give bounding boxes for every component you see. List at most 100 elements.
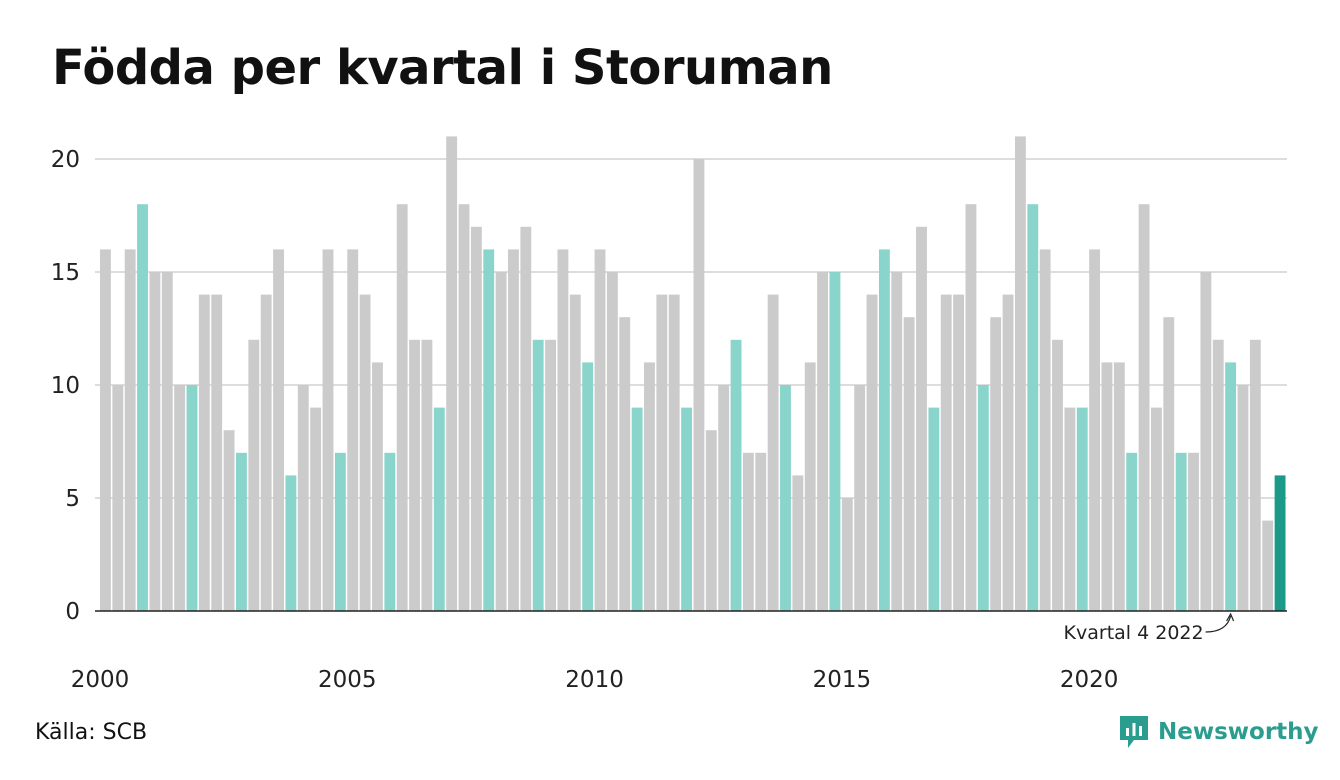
bar (619, 317, 631, 611)
annotation-label: Kvartal 4 2022 (1064, 622, 1204, 644)
annotation: Kvartal 4 2022 (1064, 612, 1235, 644)
bar (693, 159, 705, 611)
bar (557, 249, 569, 611)
bar (718, 385, 730, 611)
bar (841, 498, 853, 611)
bar (866, 294, 878, 611)
bar (1225, 362, 1237, 611)
bar (446, 136, 458, 611)
bar (1237, 385, 1249, 611)
bar (124, 249, 136, 611)
bar (965, 204, 977, 611)
bar (594, 249, 606, 611)
y-tick-label: 10 (51, 373, 80, 399)
bar (1249, 339, 1261, 611)
bar (359, 294, 371, 611)
bar (508, 249, 519, 611)
brand-name: Newsworthy (1158, 719, 1319, 745)
bar (384, 452, 396, 611)
bar (532, 339, 544, 611)
bar (1274, 475, 1286, 611)
bar (545, 339, 556, 611)
annotation-arrowhead (1226, 612, 1235, 622)
chart-title: Födda per kvartal i Storuman (52, 40, 833, 96)
y-tick-label: 20 (51, 147, 80, 173)
bar (100, 249, 111, 611)
bar (174, 385, 186, 611)
bar (990, 317, 1002, 611)
bar (903, 317, 915, 611)
bar (137, 204, 148, 611)
bar (1113, 362, 1125, 611)
bar (780, 385, 791, 611)
bar (705, 430, 717, 611)
bar (409, 339, 420, 611)
bar (817, 272, 829, 611)
bar (1262, 520, 1274, 611)
bar (804, 362, 816, 611)
bar (433, 407, 445, 611)
bar (977, 385, 989, 611)
bar (248, 339, 260, 611)
bar (1089, 249, 1101, 611)
bar (483, 249, 495, 611)
y-axis-ticks: 0 5 10 15 20 (51, 147, 80, 625)
bar (1076, 407, 1088, 611)
bar (1126, 452, 1138, 611)
bar (742, 452, 754, 611)
bar (1101, 362, 1113, 611)
bar (569, 294, 581, 611)
bar (186, 385, 198, 611)
bar (273, 249, 284, 611)
bar (161, 272, 173, 611)
bar (1200, 272, 1212, 611)
bar (310, 407, 322, 611)
bar (1039, 249, 1051, 611)
bar (1138, 204, 1150, 611)
bar (149, 272, 161, 611)
bar (916, 226, 927, 612)
bar (668, 294, 680, 611)
bar (730, 339, 742, 611)
bar (458, 204, 470, 611)
bar (928, 407, 940, 611)
bar (767, 294, 779, 611)
bar (396, 204, 408, 611)
bar (421, 339, 433, 611)
brand-logo: Newsworthy (1118, 714, 1319, 750)
bar (372, 362, 383, 611)
x-tick-label: 2020 (1060, 667, 1119, 693)
bar (940, 294, 952, 611)
bar (1212, 339, 1224, 611)
source-note: Källa: SCB (35, 720, 148, 745)
bar (112, 385, 124, 611)
bars (100, 136, 1286, 612)
bar (520, 226, 532, 612)
y-tick-label: 5 (65, 486, 80, 512)
bar (334, 452, 346, 611)
bar (211, 294, 223, 611)
x-tick-label: 2005 (318, 667, 377, 693)
bar (297, 385, 309, 611)
bar (1014, 136, 1026, 611)
bar (198, 294, 210, 611)
bar (829, 272, 841, 611)
bar (792, 475, 804, 611)
y-tick-label: 15 (51, 260, 80, 286)
bar (656, 294, 668, 611)
x-tick-label: 2015 (813, 667, 872, 693)
bar (1188, 452, 1199, 611)
bar (1150, 407, 1162, 611)
x-axis-ticks: 2000 2005 2010 2015 2020 (71, 667, 1119, 693)
bar (223, 430, 235, 611)
bar (582, 362, 594, 611)
bar (891, 272, 903, 611)
bar (285, 475, 297, 611)
x-tick-label: 2010 (565, 667, 624, 693)
y-tick-label: 0 (65, 599, 80, 625)
bar (878, 249, 890, 611)
bar (755, 452, 767, 611)
bar (1027, 204, 1039, 611)
x-tick-label: 2000 (71, 667, 130, 693)
